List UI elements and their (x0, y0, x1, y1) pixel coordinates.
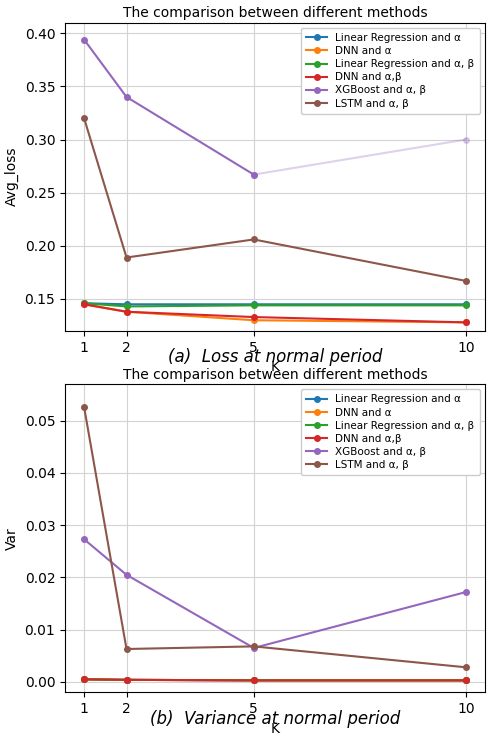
XGBoost and α, β (251, 644, 257, 653)
LSTM and α, β (81, 114, 87, 123)
Linear Regression and α (463, 300, 469, 309)
DNN and α (81, 300, 87, 309)
Linear Regression and α (124, 675, 130, 684)
Text: (b)  Variance at normal period: (b) Variance at normal period (150, 710, 400, 728)
Linear Regression and α, β (251, 676, 257, 685)
LSTM and α, β (251, 235, 257, 244)
DNN and α,β (81, 675, 87, 684)
DNN and α (251, 316, 257, 325)
Title: The comparison between different methods: The comparison between different methods (122, 368, 428, 381)
Line: LSTM and α, β: LSTM and α, β (82, 116, 468, 284)
Linear Regression and α, β (124, 302, 130, 311)
LSTM and α, β (81, 402, 87, 411)
Linear Regression and α (463, 676, 469, 685)
DNN and α,β (251, 313, 257, 322)
DNN and α (463, 676, 469, 685)
DNN and α (463, 318, 469, 327)
XGBoost and α, β (124, 570, 130, 579)
Linear Regression and α (81, 675, 87, 684)
Y-axis label: Avg_loss: Avg_loss (5, 147, 19, 207)
Line: DNN and α,β: DNN and α,β (82, 677, 468, 683)
DNN and α,β (124, 675, 130, 684)
Line: XGBoost and α, β: XGBoost and α, β (82, 536, 468, 650)
Line: Linear Regression and α, β: Linear Regression and α, β (82, 301, 468, 309)
Y-axis label: Var: Var (5, 527, 19, 550)
Line: Linear Regression and α: Linear Regression and α (82, 301, 468, 307)
LSTM and α, β (124, 644, 130, 653)
DNN and α (81, 675, 87, 684)
Line: DNN and α: DNN and α (82, 302, 468, 325)
Line: DNN and α: DNN and α (82, 677, 468, 683)
LSTM and α, β (463, 663, 469, 672)
LSTM and α, β (463, 277, 469, 286)
XGBoost and α, β (81, 35, 87, 44)
Linear Regression and α, β (463, 676, 469, 685)
DNN and α,β (463, 318, 469, 327)
Linear Regression and α, β (81, 675, 87, 684)
DNN and α,β (251, 676, 257, 685)
X-axis label: K: K (270, 360, 280, 374)
XGBoost and α, β (463, 587, 469, 596)
Linear Regression and α, β (124, 675, 130, 684)
DNN and α (124, 308, 130, 317)
Linear Regression and α (124, 300, 130, 309)
Legend: Linear Regression and α, DNN and α, Linear Regression and α, β, DNN and α,β, XGB: Linear Regression and α, DNN and α, Line… (301, 28, 480, 114)
Linear Regression and α, β (463, 301, 469, 310)
DNN and α,β (463, 676, 469, 685)
DNN and α,β (81, 300, 87, 309)
DNN and α,β (124, 308, 130, 317)
DNN and α (124, 675, 130, 684)
XGBoost and α, β (251, 170, 257, 179)
X-axis label: K: K (270, 722, 280, 735)
LSTM and α, β (124, 253, 130, 262)
Text: (a)  Loss at normal period: (a) Loss at normal period (168, 348, 382, 366)
Linear Regression and α, β (251, 301, 257, 310)
Line: Linear Regression and α, β: Linear Regression and α, β (82, 677, 468, 683)
Linear Regression and α (81, 299, 87, 308)
XGBoost and α, β (81, 535, 87, 544)
Line: XGBoost and α, β: XGBoost and α, β (82, 37, 256, 177)
Line: LSTM and α, β: LSTM and α, β (82, 405, 468, 670)
Title: The comparison between different methods: The comparison between different methods (122, 6, 428, 20)
Legend: Linear Regression and α, DNN and α, Linear Regression and α, β, DNN and α,β, XGB: Linear Regression and α, DNN and α, Line… (301, 390, 480, 475)
Linear Regression and α (251, 676, 257, 685)
Line: Linear Regression and α: Linear Regression and α (82, 677, 468, 683)
Linear Regression and α, β (81, 299, 87, 308)
Linear Regression and α (251, 300, 257, 309)
XGBoost and α, β (124, 92, 130, 102)
Line: DNN and α,β: DNN and α,β (82, 302, 468, 325)
LSTM and α, β (251, 642, 257, 651)
DNN and α (251, 676, 257, 685)
